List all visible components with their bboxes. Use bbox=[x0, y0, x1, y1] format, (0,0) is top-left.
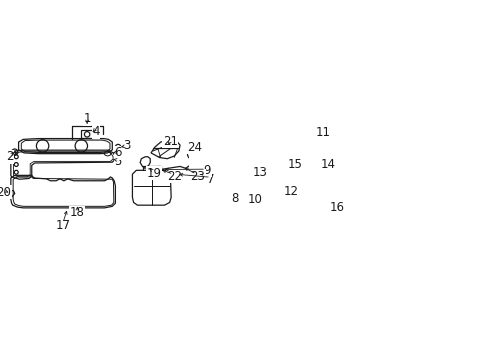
Text: 1: 1 bbox=[83, 112, 91, 125]
Text: 24: 24 bbox=[186, 141, 202, 154]
Text: 9: 9 bbox=[203, 164, 210, 177]
Text: 4: 4 bbox=[92, 125, 100, 138]
Text: 11: 11 bbox=[315, 126, 330, 139]
Text: 10: 10 bbox=[247, 193, 262, 206]
Text: 17: 17 bbox=[55, 219, 70, 232]
Text: 19: 19 bbox=[146, 167, 162, 180]
Text: 15: 15 bbox=[287, 158, 302, 171]
Text: 13: 13 bbox=[252, 166, 267, 179]
Text: 7: 7 bbox=[207, 173, 214, 186]
Text: 14: 14 bbox=[320, 158, 335, 171]
Text: 12: 12 bbox=[283, 185, 298, 198]
Text: 3: 3 bbox=[123, 139, 130, 152]
Text: 2: 2 bbox=[6, 150, 13, 163]
Text: 8: 8 bbox=[231, 192, 239, 205]
Text: 20: 20 bbox=[0, 186, 11, 199]
Text: 18: 18 bbox=[70, 206, 85, 219]
Text: 21: 21 bbox=[163, 135, 178, 148]
Text: 5: 5 bbox=[114, 155, 122, 168]
Text: 16: 16 bbox=[329, 201, 344, 213]
Text: 22: 22 bbox=[166, 170, 182, 183]
Text: 23: 23 bbox=[190, 170, 204, 183]
Text: 6: 6 bbox=[114, 147, 122, 159]
